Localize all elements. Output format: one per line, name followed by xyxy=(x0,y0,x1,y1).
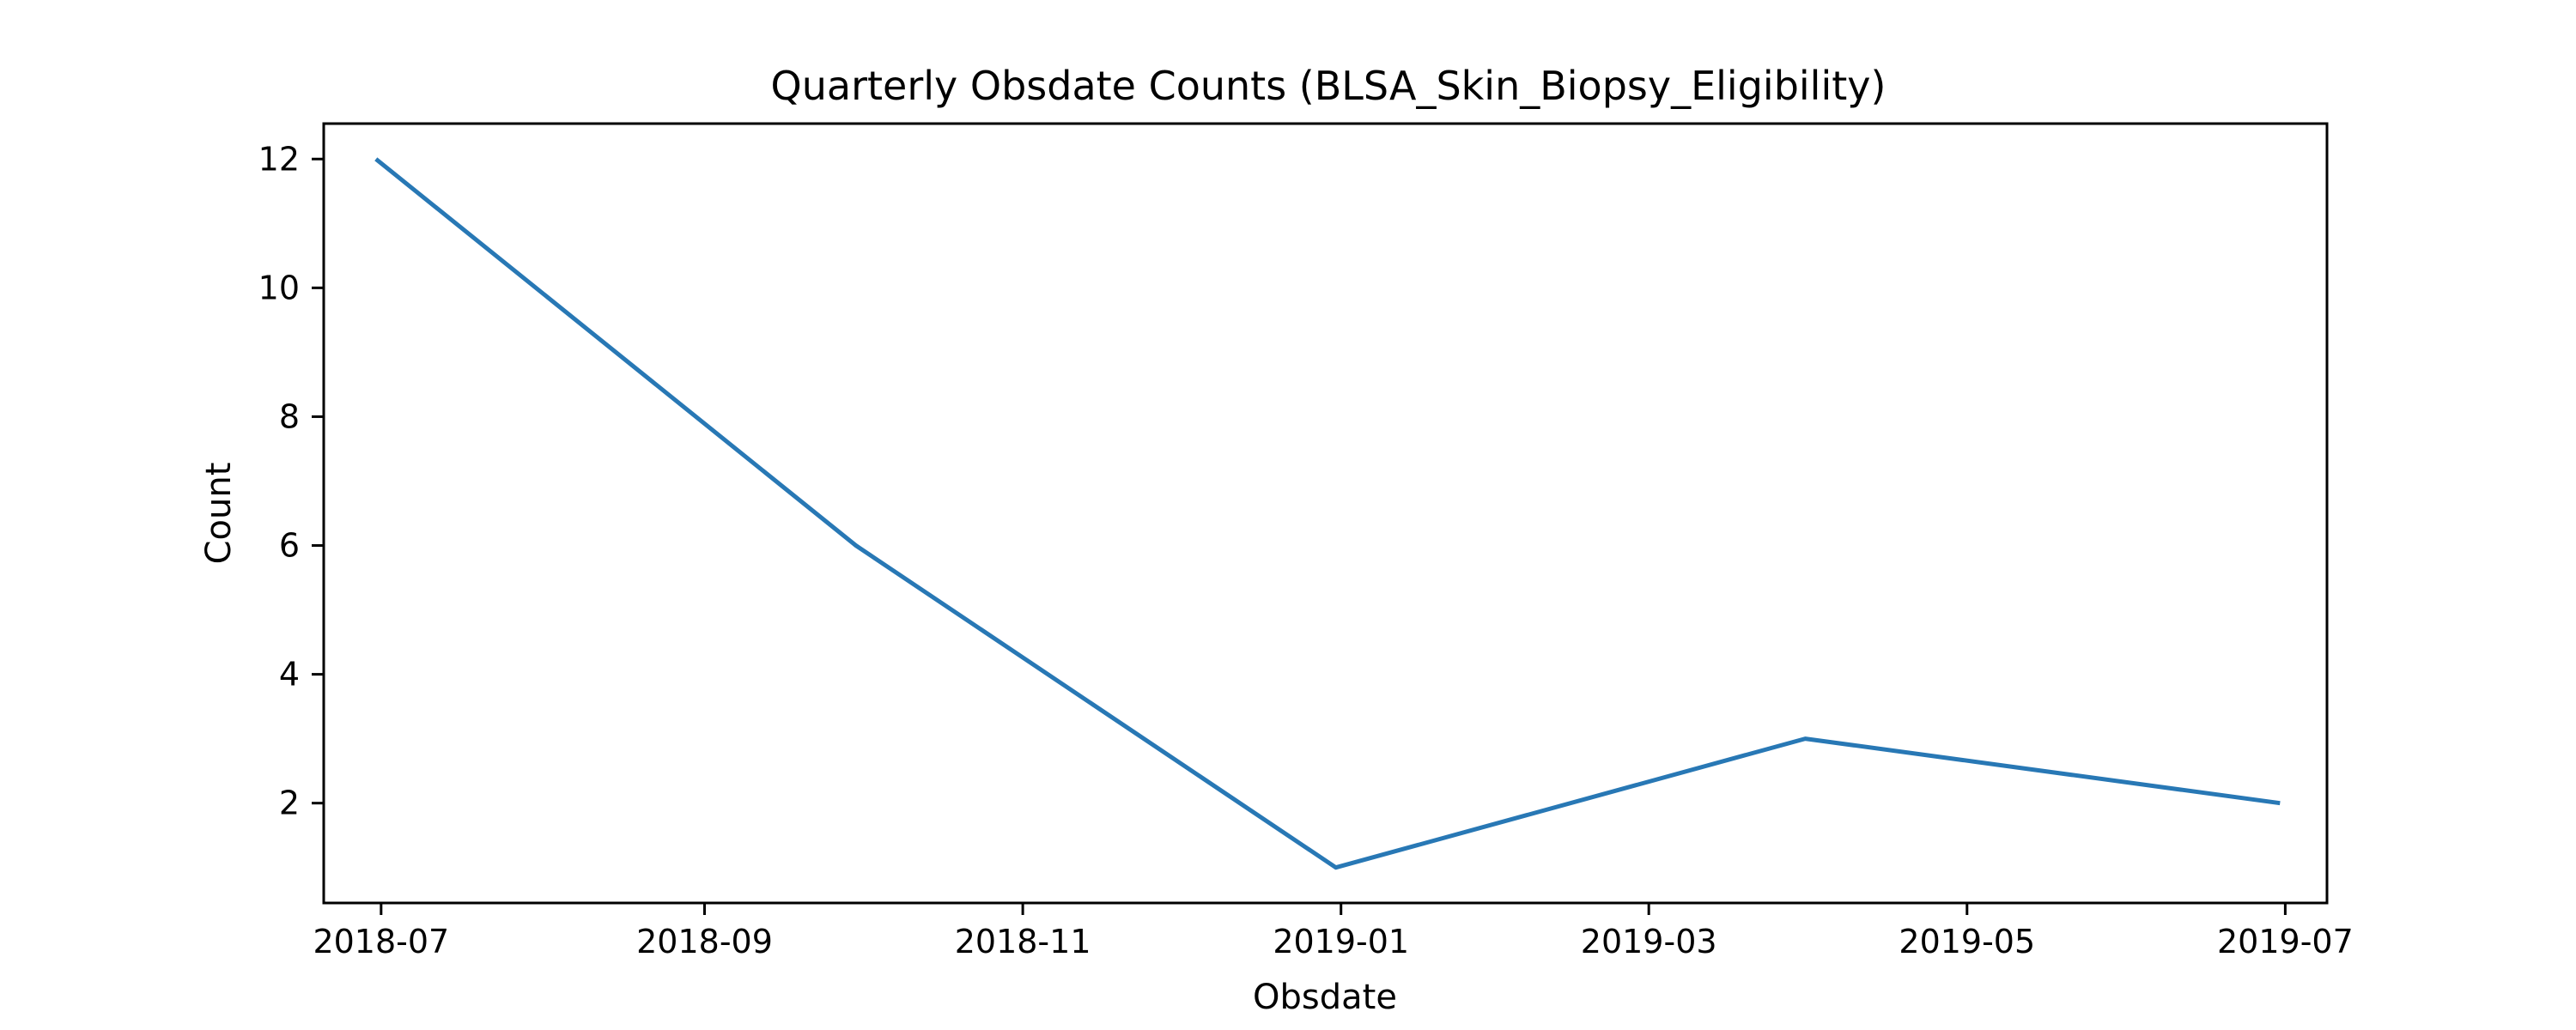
y-tick-label: 2 xyxy=(279,785,300,822)
y-tick-label: 4 xyxy=(279,656,300,694)
y-tick-label: 10 xyxy=(258,269,300,306)
x-tick-label: 2019-01 xyxy=(1273,923,1409,960)
x-axis: 2018-07 2018-09 2018-11 2019-01 2019-03 2019-… xyxy=(313,903,2354,960)
x-tick-label: 2018-09 xyxy=(636,923,773,960)
series-line-0 xyxy=(374,157,2281,870)
x-tick-label: 2019-07 xyxy=(2217,923,2354,960)
y-tick-label: 8 xyxy=(279,397,300,435)
y-tick-label: 12 xyxy=(258,140,300,178)
plot-area xyxy=(322,122,2329,905)
plot-frame xyxy=(322,122,2329,905)
y-axis-label: Count xyxy=(199,463,239,565)
x-tick-label: 2018-07 xyxy=(313,923,449,960)
y-axis: 2 4 6 8 10 12 xyxy=(258,140,324,822)
x-tick-label: 2018-11 xyxy=(955,923,1091,960)
y-tick-label: 6 xyxy=(279,527,300,565)
x-tick-label: 2019-05 xyxy=(1899,923,2035,960)
series-layer xyxy=(374,157,2281,870)
x-tick-label: 2019-03 xyxy=(1581,923,1717,960)
chart-title: Quarterly Obsdate Counts (BLSA_Skin_Biop… xyxy=(771,63,1886,109)
x-axis-label: Obsdate xyxy=(1253,978,1397,1017)
